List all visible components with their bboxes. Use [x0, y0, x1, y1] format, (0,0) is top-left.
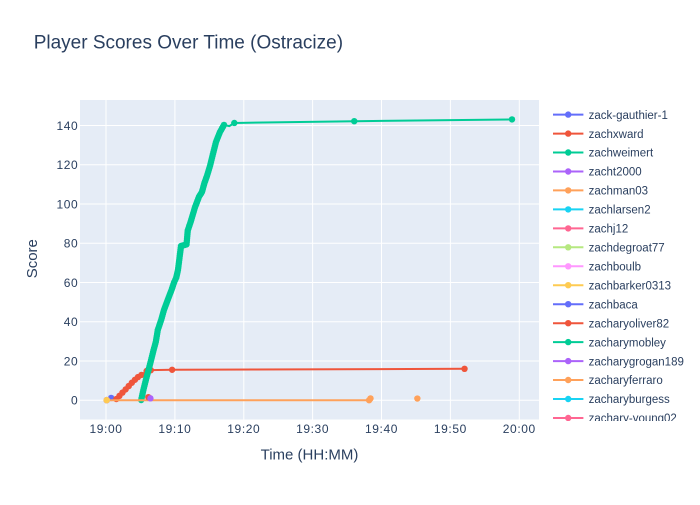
svg-text:zack-gauthier-1: zack-gauthier-1 — [589, 110, 668, 122]
svg-text:zachman03: zachman03 — [589, 186, 648, 198]
svg-text:zachary-young02: zachary-young02 — [589, 413, 677, 425]
svg-text:19:50: 19:50 — [434, 422, 467, 436]
svg-text:zachxward: zachxward — [589, 129, 644, 141]
svg-text:zachweimert: zachweimert — [589, 148, 654, 160]
svg-text:60: 60 — [64, 276, 79, 290]
svg-text:zachlarsen2: zachlarsen2 — [589, 205, 651, 217]
svg-text:zacharyoliver82: zacharyoliver82 — [589, 318, 670, 330]
svg-text:Score: Score — [24, 239, 41, 278]
svg-text:zacharyburgess: zacharyburgess — [589, 394, 670, 406]
svg-text:zachj12: zachj12 — [589, 224, 629, 236]
svg-text:Time (HH:MM): Time (HH:MM) — [261, 446, 359, 463]
svg-text:40: 40 — [64, 315, 79, 329]
svg-text:20:00: 20:00 — [503, 422, 536, 436]
svg-text:120: 120 — [56, 158, 78, 172]
svg-text:zacht2000: zacht2000 — [589, 167, 642, 179]
svg-text:zachboulb: zachboulb — [589, 262, 641, 274]
svg-text:19:30: 19:30 — [296, 422, 329, 436]
svg-text:zacharyferraro: zacharyferraro — [589, 375, 663, 387]
svg-text:80: 80 — [64, 237, 79, 251]
svg-text:19:10: 19:10 — [158, 422, 191, 436]
svg-text:zachbarker0313: zachbarker0313 — [589, 280, 671, 292]
svg-text:19:20: 19:20 — [227, 422, 260, 436]
svg-text:19:40: 19:40 — [365, 422, 398, 436]
svg-text:0: 0 — [71, 394, 78, 408]
svg-text:19:00: 19:00 — [89, 422, 122, 436]
svg-text:100: 100 — [56, 197, 78, 211]
svg-text:zacharymobley: zacharymobley — [589, 337, 667, 349]
svg-text:zachdegroat77: zachdegroat77 — [589, 243, 665, 255]
svg-text:zacharygrogan189: zacharygrogan189 — [589, 356, 684, 368]
svg-text:140: 140 — [56, 119, 78, 133]
svg-text:Player Scores Over Time (Ostra: Player Scores Over Time (Ostracize) — [34, 32, 343, 53]
svg-text:20: 20 — [64, 354, 79, 368]
svg-text:zachbaca: zachbaca — [589, 299, 639, 311]
